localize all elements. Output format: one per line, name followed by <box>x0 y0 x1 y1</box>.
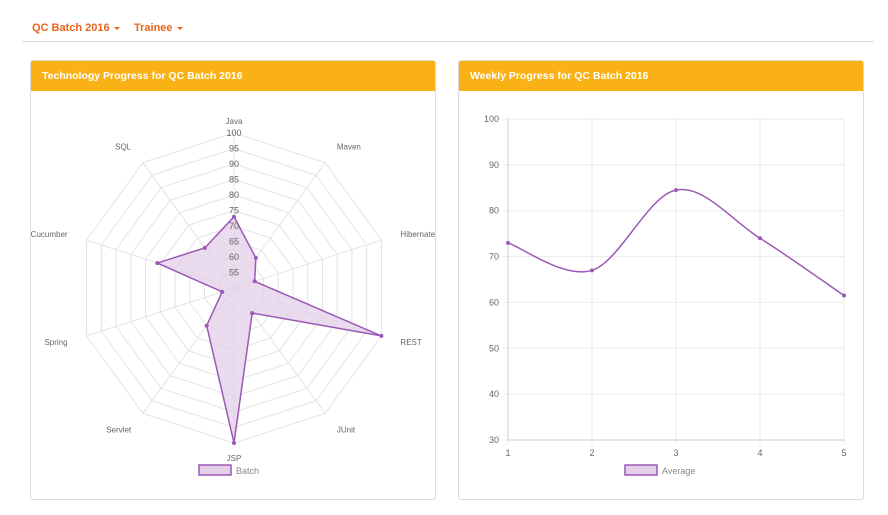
radar-tick-label: 100 <box>226 128 241 138</box>
radar-point <box>252 279 257 284</box>
line-point <box>842 293 846 298</box>
radar-category-label: JSP <box>227 454 242 463</box>
y-tick-label: 60 <box>489 297 499 307</box>
line-point <box>674 188 678 193</box>
radar-tick-label: 75 <box>229 206 239 216</box>
x-tick-label: 5 <box>841 448 846 458</box>
radar-point <box>204 323 209 328</box>
weekly-progress-title: Weekly Progress for QC Batch 2016 <box>459 61 863 91</box>
weekly-progress-panel: Weekly Progress for QC Batch 2016 30 40 50… <box>458 60 864 500</box>
radar-tick-label: 95 <box>229 144 239 154</box>
legend-label: Batch <box>236 466 259 476</box>
radar-category-label: Spring <box>44 338 67 347</box>
radar-spoke <box>233 239 382 289</box>
y-tick-label: 70 <box>489 252 499 262</box>
line-chart: 30 40 50 60 70 80 90 100 1 2 3 4 5 Average <box>484 114 847 476</box>
technology-progress-panel: Technology Progress for QC Batch 2016 55… <box>30 60 436 500</box>
radar-category-label: SQL <box>115 142 132 151</box>
batch-dropdown[interactable]: QC Batch 2016 <box>32 22 120 34</box>
legend-swatch <box>198 464 232 476</box>
radar-category-label: REST <box>400 338 421 347</box>
radar-tick-label: 90 <box>229 159 239 169</box>
x-tick-label: 1 <box>505 448 510 458</box>
radar-tick-label: 60 <box>229 252 239 262</box>
radar-point <box>220 289 225 294</box>
radar-spoke <box>86 287 235 337</box>
x-tick-label: 2 <box>589 448 594 458</box>
technology-progress-title: Technology Progress for QC Batch 2016 <box>31 61 435 91</box>
y-tick-label: 90 <box>489 160 499 170</box>
radar-category-label: Cucumber <box>31 230 68 239</box>
radar-legend: Batch <box>198 464 259 476</box>
radar-point <box>253 255 258 260</box>
y-tick-label: 50 <box>489 343 499 353</box>
batch-dropdown-label: QC Batch 2016 <box>32 22 110 34</box>
line-point <box>590 268 594 273</box>
top-navigation: QC Batch 2016 Trainee <box>0 0 888 42</box>
radar-point <box>250 311 255 316</box>
caret-down-icon <box>113 26 120 30</box>
x-tick-label: 3 <box>673 448 678 458</box>
trainee-dropdown-label: Trainee <box>134 22 173 34</box>
radar-category-label: Maven <box>337 142 361 151</box>
radar-tick-label: 80 <box>229 190 239 200</box>
y-tick-label: 30 <box>489 435 499 445</box>
legend-swatch <box>624 464 658 476</box>
x-tick-label: 4 <box>757 448 762 458</box>
radar-category-label: Servlet <box>106 426 132 435</box>
radar-tick-label: 85 <box>229 175 239 185</box>
line-point <box>506 240 510 245</box>
radar-point <box>232 214 236 219</box>
nav-divider <box>22 41 874 42</box>
radar-point <box>379 333 384 338</box>
line-point <box>758 236 762 241</box>
trainee-dropdown[interactable]: Trainee <box>134 22 183 34</box>
radar-category-label: Java <box>226 117 243 126</box>
radar-category-label: JUnit <box>337 426 356 435</box>
radar-tick-label: 70 <box>229 221 239 231</box>
radar-point <box>202 245 207 250</box>
line-legend: Average <box>624 464 695 476</box>
radar-tick-label: 55 <box>229 268 239 278</box>
radar-point <box>155 261 160 266</box>
radar-chart: 55 60 65 70 75 80 85 90 95 100 Java Maven Hibernate R… <box>31 117 435 476</box>
radar-category-label: Hibernate <box>400 230 435 239</box>
y-tick-label: 100 <box>484 114 499 124</box>
caret-down-icon <box>176 26 183 30</box>
y-tick-label: 40 <box>489 389 499 399</box>
radar-point <box>232 441 236 445</box>
radar-tick-label: 65 <box>229 237 239 247</box>
y-tick-label: 80 <box>489 206 499 216</box>
legend-label: Average <box>662 466 695 476</box>
